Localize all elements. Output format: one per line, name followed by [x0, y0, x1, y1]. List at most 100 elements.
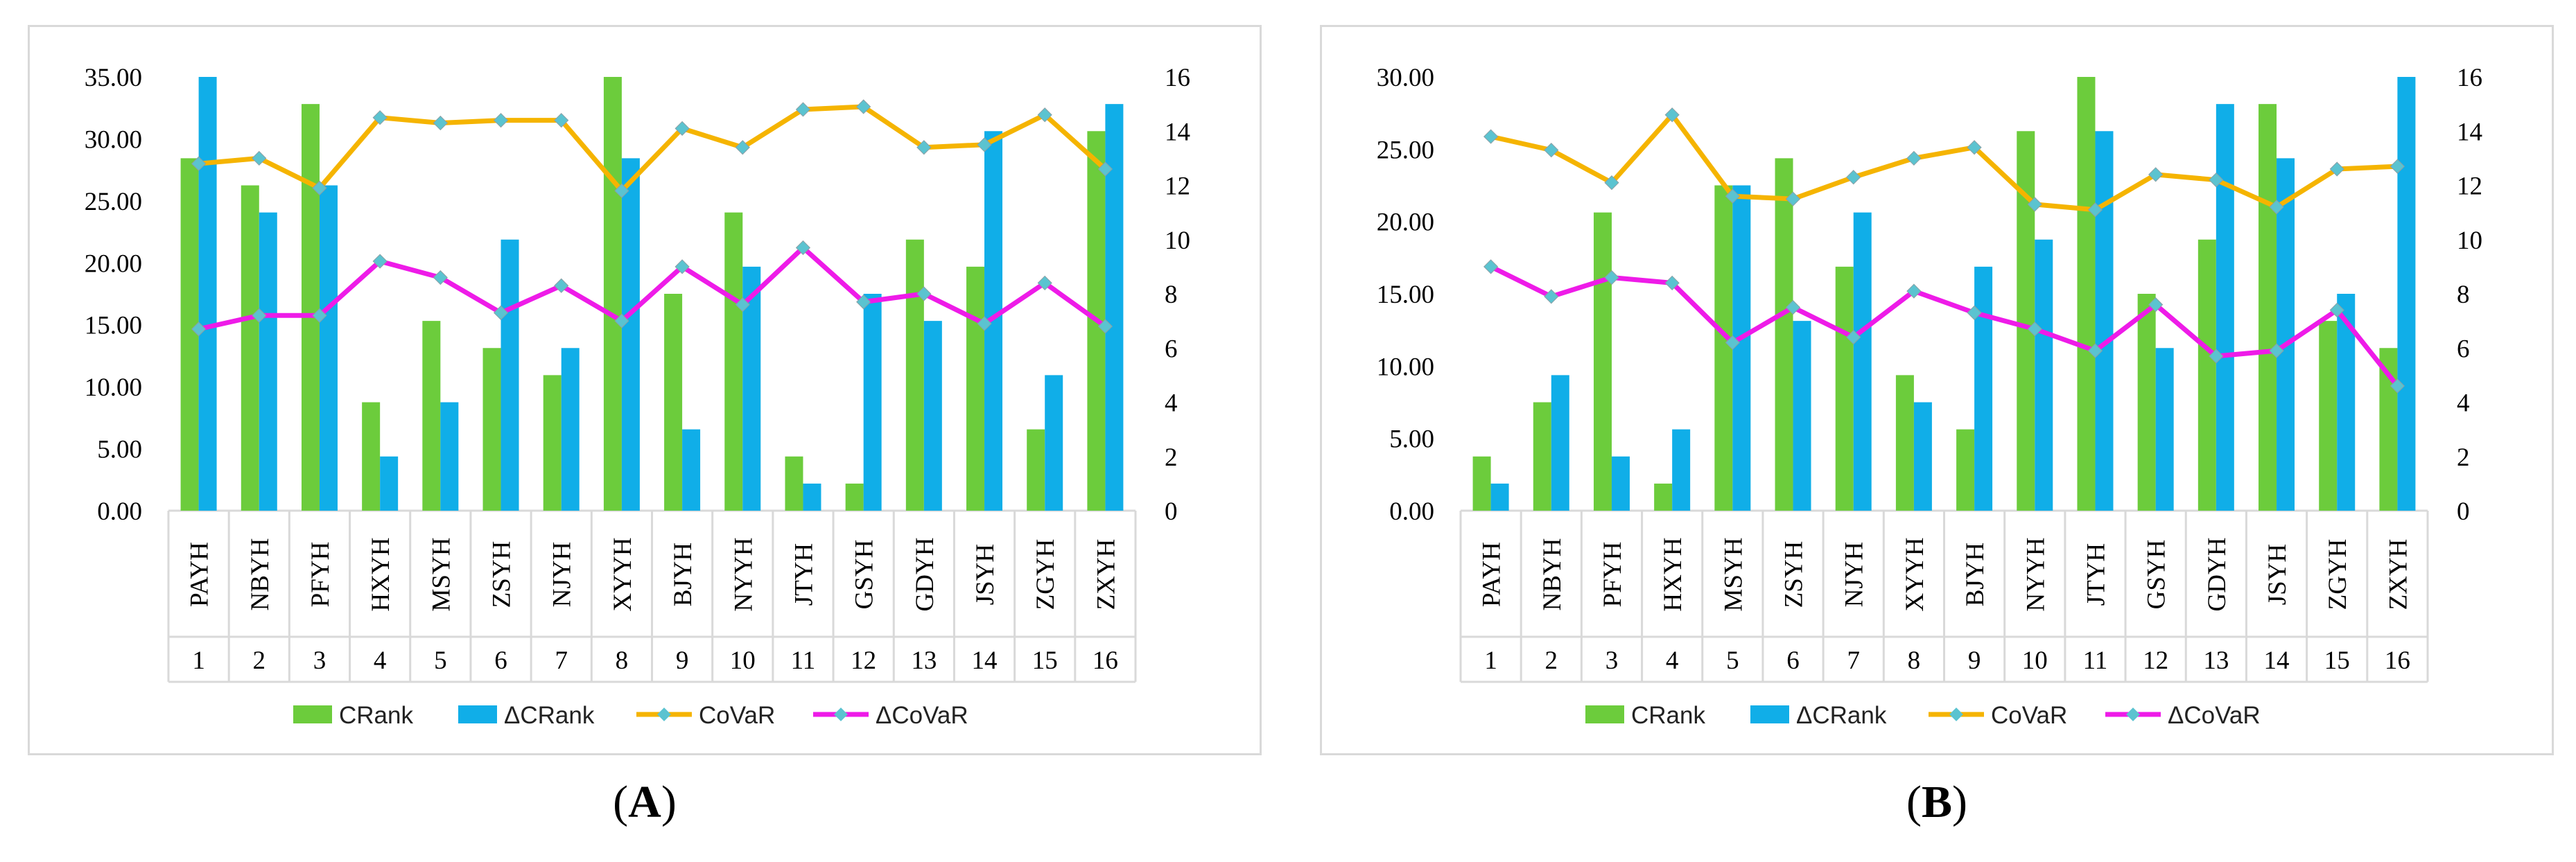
chart-panel-a: 0.00 5.00 10.00 15.00 20.00 25.00 30.00 35.00 0 2… — [28, 25, 1262, 755]
covar-point-13 — [2209, 173, 2224, 188]
category-index: 14 — [2264, 646, 2290, 675]
dcrank-bar-6 — [501, 239, 519, 511]
category-label: PFYH — [306, 542, 335, 608]
caption-letter-b: B — [1921, 777, 1953, 827]
crank-bar-3 — [301, 104, 320, 511]
crank-bar-13 — [2198, 239, 2216, 511]
category-label: GSYH — [2143, 540, 2171, 610]
category-index: 6 — [494, 646, 507, 675]
category-index: 8 — [616, 646, 629, 675]
crank-bar-9 — [664, 294, 683, 511]
legend-covar-label: CoVaR — [1991, 702, 2067, 729]
dcrank-bar-8 — [1913, 402, 1932, 511]
dcrank-bar-5 — [440, 402, 459, 511]
y-right-tick-label: 12 — [2457, 173, 2482, 201]
category-label: BJYH — [1961, 543, 1990, 607]
legend-dcovar-label: ΔCoVaR — [876, 702, 968, 729]
category-label: JSYH — [971, 544, 1000, 605]
category-label: HXYH — [1659, 538, 1687, 612]
dcovar-point-10 — [2027, 322, 2042, 337]
crank-bar-14 — [2259, 104, 2277, 511]
category-index: 5 — [434, 646, 447, 675]
dcrank-bar-2 — [259, 212, 277, 511]
dcrank-bar-9 — [1974, 266, 1993, 511]
category-index: 7 — [555, 646, 568, 675]
covar-point-4 — [372, 110, 388, 125]
category-index: 3 — [313, 646, 327, 675]
dcovar-line — [198, 245, 1107, 332]
legend-dcrank-label: ΔCRank — [1796, 702, 1887, 729]
y-right-tick-label: 8 — [1165, 281, 1178, 309]
category-index: 7 — [1847, 646, 1860, 675]
covar-point-8 — [614, 183, 629, 198]
y-right-tick-label: 10 — [2457, 227, 2482, 255]
dcovar-point-7 — [554, 278, 569, 293]
dcrank-bar-7 — [561, 348, 580, 511]
category-index: 10 — [2022, 646, 2048, 675]
y-right-tick-label: 4 — [2457, 389, 2470, 418]
crank-bar-5 — [422, 321, 441, 511]
category-index: 6 — [1786, 646, 1800, 675]
y-left-tick-label: 5.00 — [1389, 425, 1434, 454]
dcrank-bar-4 — [1672, 429, 1691, 511]
crank-bar-7 — [543, 375, 562, 511]
category-index: 4 — [1666, 646, 1679, 675]
dcovar-point-3 — [1604, 270, 1619, 285]
crank-bar-11 — [2077, 77, 2096, 511]
crank-bar-13 — [905, 239, 924, 511]
caption-letter-a: A — [628, 777, 661, 827]
dcovar-point-11 — [795, 240, 811, 256]
dcovar-point-4 — [1664, 275, 1680, 290]
panel-caption-b: (B) — [1906, 777, 1967, 827]
dcrank-bar-4 — [380, 456, 399, 511]
y-right-tick-label: 4 — [1165, 389, 1178, 418]
category-label: PFYH — [1599, 542, 1627, 608]
dcovar-point-3 — [312, 308, 327, 323]
legend-covar-label: CoVaR — [699, 702, 775, 729]
crank-bar-8 — [1895, 375, 1914, 511]
dcovar-point-4 — [372, 254, 388, 269]
crank-bar-2 — [1533, 402, 1551, 511]
dcovar-point-12 — [2148, 297, 2164, 313]
chart-panel-b: 0.00 5.00 10.00 15.00 20.00 25.00 30.00 0 2 4 6 8 10… — [1320, 25, 2554, 755]
covar-point-4 — [1664, 107, 1680, 123]
dcrank-bar-5 — [1732, 185, 1751, 511]
y-left-tick-label: 5.00 — [97, 436, 142, 464]
covar-point-15 — [2329, 161, 2344, 177]
dcovar-point-6 — [493, 305, 509, 320]
covar-line — [1490, 112, 2398, 213]
crank-bar-6 — [1775, 158, 1793, 511]
dcrank-bar-6 — [1793, 321, 1811, 511]
category-index: 9 — [676, 646, 689, 675]
dcrank-bar-12 — [2155, 348, 2174, 511]
dcovar-point-5 — [433, 270, 448, 285]
legend-dcrank-swatch — [458, 705, 497, 723]
dcovar-point-8 — [614, 313, 629, 328]
category-label: PAYH — [1478, 542, 1506, 607]
dcovar-point-1 — [1483, 259, 1499, 274]
dcovar-point-9 — [675, 259, 690, 274]
y-left-tick-label: 10.00 — [1377, 353, 1434, 381]
crank-bar-15 — [1027, 429, 1045, 511]
chart-svg-a: 0.00 5.00 10.00 15.00 20.00 25.00 30.00 35.00 0 2… — [85, 64, 1190, 729]
covar-line — [198, 104, 1107, 193]
covar-point-6 — [1785, 191, 1801, 206]
dcrank-bar-11 — [803, 483, 821, 511]
category-index: 15 — [1032, 646, 1058, 675]
category-label: ZSYH — [1780, 541, 1809, 608]
dcovar-point-11 — [2087, 343, 2103, 358]
dcovar-point-15 — [1037, 275, 1052, 290]
category-label: ZGYH — [1032, 539, 1060, 610]
crank-bar-4 — [362, 402, 381, 511]
category-label: NBYH — [246, 538, 275, 611]
covar-point-12 — [2148, 167, 2164, 182]
y-left-tick-label: 35.00 — [85, 64, 142, 92]
category-label: XYYH — [1901, 538, 1929, 612]
crank-bar-12 — [845, 483, 864, 511]
category-index: 3 — [1605, 646, 1619, 675]
covar-point-9 — [675, 121, 690, 136]
category-label: NJYH — [548, 542, 577, 608]
category-index: 1 — [1484, 646, 1497, 675]
category-label: XYYH — [609, 538, 637, 612]
y-left-tick-label: 15.00 — [1377, 281, 1434, 309]
